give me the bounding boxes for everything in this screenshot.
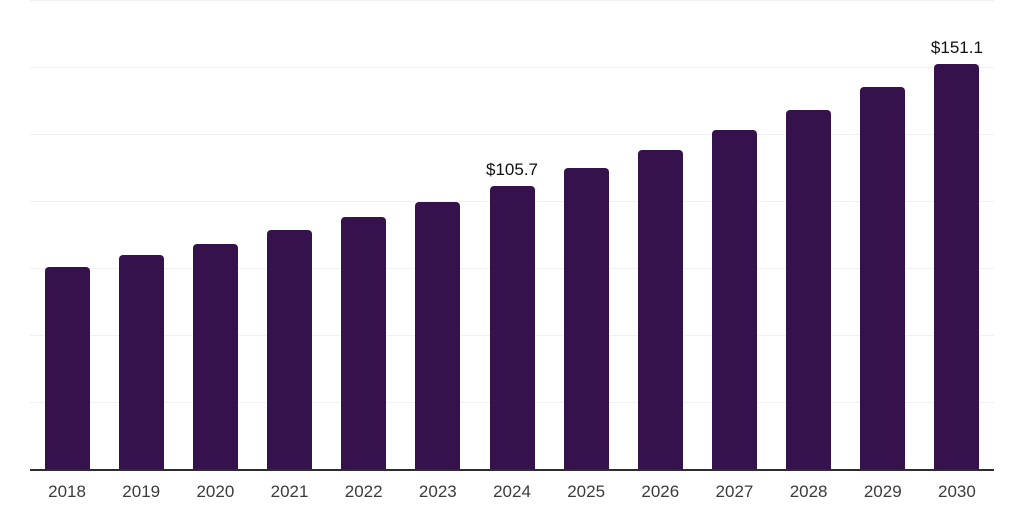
- x-tick-label-2024: 2024: [493, 482, 531, 501]
- bar-2026: [637, 149, 683, 469]
- x-tick-label-2025: 2025: [567, 482, 606, 501]
- x-tick-label-2027: 2027: [715, 482, 754, 501]
- x-tick-label-2022: 2022: [344, 482, 383, 501]
- x-tick-label-2026: 2026: [641, 482, 680, 501]
- x-tick-label-2030: 2030: [938, 482, 976, 501]
- bar-2018: [44, 267, 90, 469]
- bar-2023: [415, 201, 461, 469]
- x-tick-label-2018: 2018: [48, 482, 86, 501]
- bar-2028: [786, 109, 832, 469]
- gridline: [30, 0, 994, 1]
- x-tick-label-2029: 2029: [863, 482, 902, 501]
- bar-2020: [192, 243, 238, 469]
- gridline: [30, 67, 994, 68]
- x-axis: 2018 2019 2020 2021 2022 2023 2024 2025 2026 2027…: [30, 482, 994, 506]
- gridline: [30, 134, 994, 135]
- bar-2030: [934, 64, 980, 469]
- bar-2027: [711, 130, 757, 469]
- x-tick-label-2028: 2028: [789, 482, 828, 501]
- bar-2021: [267, 230, 313, 469]
- x-tick-label-2021: 2021: [270, 482, 309, 501]
- x-tick-label-2019: 2019: [122, 482, 161, 501]
- plot-area: $105.7 $151.1: [30, 0, 994, 471]
- bar-2022: [341, 216, 387, 469]
- x-tick-label-2020: 2020: [196, 482, 235, 501]
- bar-value-label-2030: $151.1: [930, 38, 983, 58]
- x-tick-label-2023: 2023: [418, 482, 457, 501]
- bar-2019: [118, 255, 164, 469]
- bar-2029: [860, 87, 906, 469]
- bar-value-label-2024: $105.7: [486, 159, 538, 179]
- bar-2024: [489, 185, 535, 469]
- bar-2025: [563, 168, 609, 469]
